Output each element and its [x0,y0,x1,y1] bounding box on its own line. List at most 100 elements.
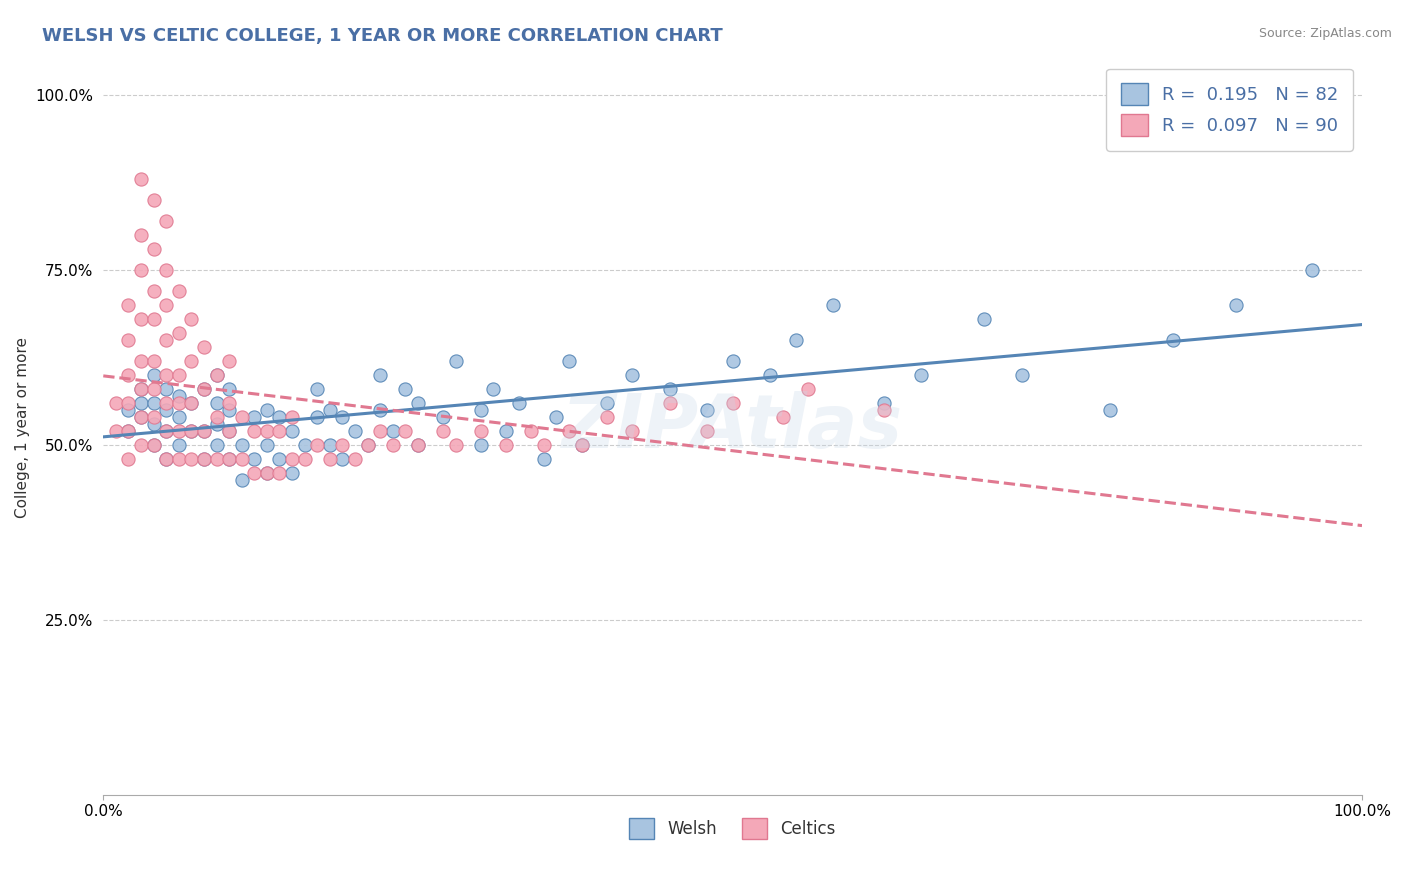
Point [785,333,807,347]
Point [155,395,177,409]
Point [218,382,240,396]
Point [620,368,643,382]
Point [269,424,291,438]
Point [470,437,492,451]
Point [596,395,619,409]
Point [495,437,517,451]
Point [910,368,932,382]
Point [243,466,266,480]
Point [142,368,165,382]
Point [356,437,378,451]
Point [155,368,177,382]
Y-axis label: College, 1 year or more: College, 1 year or more [15,336,30,517]
Point [256,402,278,417]
Point [307,437,329,451]
Point [129,437,152,451]
Point [117,298,139,312]
Point [129,311,152,326]
Point [142,409,165,424]
Point [155,424,177,438]
Point [193,382,215,396]
Point [193,424,215,438]
Point [142,382,165,396]
Point [155,424,177,438]
Point [129,171,152,186]
Point [180,424,202,438]
Point [155,213,177,227]
Point [155,451,177,466]
Point [167,326,190,340]
Point [117,333,139,347]
Point [117,368,139,382]
Point [155,262,177,277]
Point [368,424,391,438]
Point [281,451,304,466]
Point [142,353,165,368]
Point [332,409,354,424]
Point [1099,402,1122,417]
Point [104,424,127,438]
Point [721,353,744,368]
Point [696,424,718,438]
Point [571,437,593,451]
Point [193,451,215,466]
Point [180,395,202,409]
Point [180,395,202,409]
Point [180,353,202,368]
Point [406,437,429,451]
Point [797,382,820,396]
Point [596,409,619,424]
Point [381,424,404,438]
Point [180,451,202,466]
Point [167,395,190,409]
Point [218,402,240,417]
Point [759,368,782,382]
Point [256,466,278,480]
Point [696,402,718,417]
Point [180,311,202,326]
Point [104,395,127,409]
Point [658,382,681,396]
Point [155,298,177,312]
Point [180,424,202,438]
Point [444,437,467,451]
Point [205,451,228,466]
Point [243,451,266,466]
Point [269,409,291,424]
Point [482,382,505,396]
Point [142,193,165,207]
Point [193,382,215,396]
Point [432,424,454,438]
Point [205,437,228,451]
Point [167,368,190,382]
Point [142,284,165,298]
Point [129,262,152,277]
Point [294,451,316,466]
Point [281,466,304,480]
Point [218,451,240,466]
Point [381,437,404,451]
Point [772,409,794,424]
Point [218,451,240,466]
Point [281,424,304,438]
Point [155,451,177,466]
Legend: Welsh, Celtics: Welsh, Celtics [623,812,842,846]
Point [129,353,152,368]
Point [533,451,555,466]
Point [231,409,253,424]
Point [205,368,228,382]
Point [193,424,215,438]
Point [873,395,896,409]
Point [307,382,329,396]
Point [344,451,367,466]
Point [658,395,681,409]
Point [167,284,190,298]
Point [406,395,429,409]
Point [294,437,316,451]
Point [256,424,278,438]
Point [205,409,228,424]
Point [142,437,165,451]
Point [319,451,342,466]
Point [231,473,253,487]
Point [129,382,152,396]
